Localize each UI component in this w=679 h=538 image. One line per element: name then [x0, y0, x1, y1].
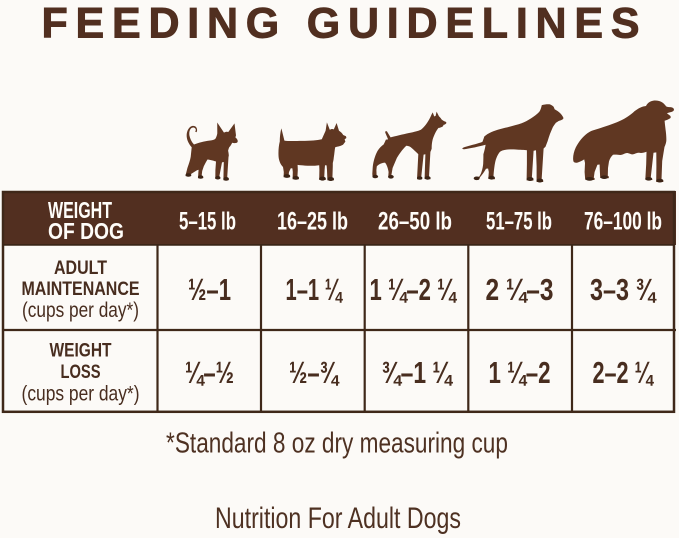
svg-text:OF DOG: OF DOG: [48, 218, 124, 244]
svg-text:1–1 ¼: 1–1 ¼: [286, 271, 344, 307]
svg-text:Nutrition For Adult Dogs: Nutrition For Adult Dogs: [215, 501, 461, 535]
svg-text:*Standard 8 oz dry measuring c: *Standard 8 oz dry measuring cup: [166, 426, 508, 459]
svg-text:3–3 ¾: 3–3 ¾: [590, 272, 657, 307]
svg-text:LOSS: LOSS: [60, 361, 100, 382]
svg-text:2 ¼–3: 2 ¼–3: [486, 272, 554, 306]
svg-text:¼–½: ¼–½: [185, 355, 234, 390]
svg-text:16–25 lb: 16–25 lb: [277, 207, 348, 236]
svg-text:51–75 lb: 51–75 lb: [486, 207, 552, 235]
svg-text:(cups per day*): (cups per day*): [22, 382, 140, 406]
svg-text:¾–1 ¼: ¾–1 ¼: [382, 354, 454, 389]
svg-text:½–1: ½–1: [188, 272, 231, 307]
svg-text:ADULT: ADULT: [54, 256, 107, 278]
svg-text:2–2 ¼: 2–2 ¼: [592, 355, 654, 390]
svg-text:1 ¼–2: 1 ¼–2: [488, 355, 550, 389]
svg-text:½–¾: ½–¾: [289, 355, 340, 390]
svg-text:WEIGHT: WEIGHT: [50, 339, 112, 361]
svg-text:76–100 lb: 76–100 lb: [584, 207, 662, 235]
svg-text:5–15 lb: 5–15 lb: [179, 207, 236, 235]
svg-text:(cups per day*): (cups per day*): [22, 298, 139, 322]
svg-text:1 ¼–2 ¼: 1 ¼–2 ¼: [370, 272, 458, 307]
svg-text:26–50 lb: 26–50 lb: [378, 207, 452, 235]
svg-text:WEIGHT: WEIGHT: [48, 198, 113, 224]
svg-text:MAINTENANCE: MAINTENANCE: [21, 278, 139, 300]
